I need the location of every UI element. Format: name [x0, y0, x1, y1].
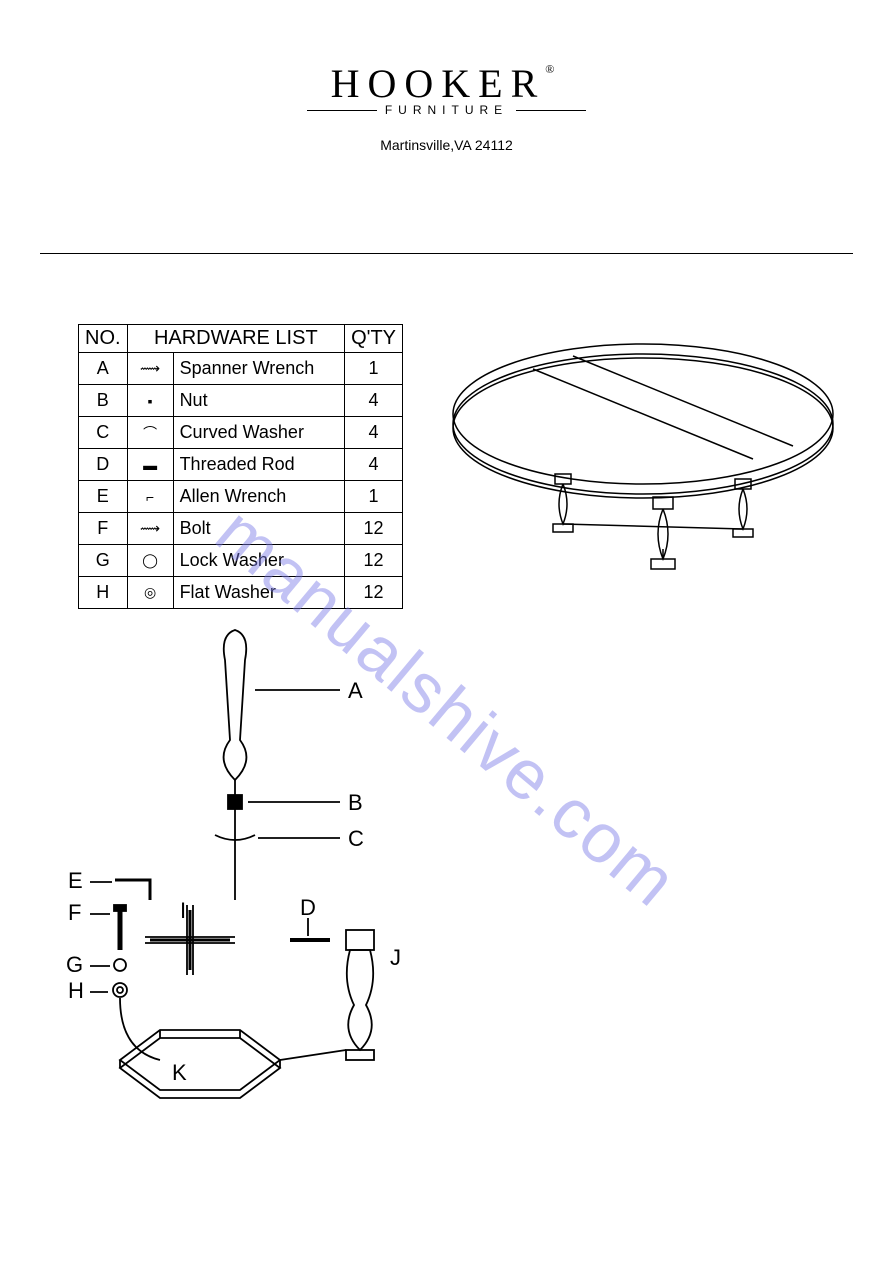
- registered-mark: ®: [545, 62, 562, 76]
- cell-name: Threaded Rod: [173, 449, 345, 481]
- cell-qty: 4: [345, 385, 403, 417]
- cell-name: Flat Washer: [173, 577, 345, 609]
- cell-qty: 4: [345, 417, 403, 449]
- cell-no: D: [79, 449, 128, 481]
- table-row: G◯Lock Washer12: [79, 545, 403, 577]
- cell-qty: 4: [345, 449, 403, 481]
- cell-no: B: [79, 385, 128, 417]
- table-row: B▪Nut4: [79, 385, 403, 417]
- cell-name: Bolt: [173, 513, 345, 545]
- cell-icon: ⌐: [127, 481, 173, 513]
- cell-name: Lock Washer: [173, 545, 345, 577]
- cell-no: F: [79, 513, 128, 545]
- svg-text:F: F: [68, 900, 81, 925]
- brand-logo: HOOKER® FURNITURE: [40, 60, 853, 117]
- cell-name: Nut: [173, 385, 345, 417]
- cell-icon: ⌒: [127, 417, 173, 449]
- header-qty: Q'TY: [345, 325, 403, 353]
- svg-text:C: C: [348, 826, 364, 851]
- table-header-row: NO. HARDWARE LIST Q'TY: [79, 325, 403, 353]
- svg-text:I: I: [180, 898, 186, 923]
- cell-icon: ⟿: [127, 513, 173, 545]
- cell-qty: 12: [345, 513, 403, 545]
- cell-no: A: [79, 353, 128, 385]
- cell-qty: 12: [345, 545, 403, 577]
- cell-qty: 12: [345, 577, 403, 609]
- svg-text:G: G: [66, 952, 83, 977]
- cell-no: H: [79, 577, 128, 609]
- brand-name: HOOKER: [331, 61, 546, 106]
- brand-rule-right: [516, 110, 586, 111]
- cell-icon: ⟿: [127, 353, 173, 385]
- svg-text:J: J: [390, 945, 401, 970]
- cell-icon: ▬: [127, 449, 173, 481]
- svg-text:B: B: [348, 790, 363, 815]
- address: Martinsville,VA 24112: [40, 137, 853, 153]
- cell-name: Allen Wrench: [173, 481, 345, 513]
- cell-name: Spanner Wrench: [173, 353, 345, 385]
- svg-text:H: H: [68, 978, 84, 1003]
- header-list: HARDWARE LIST: [127, 325, 345, 353]
- assembly-diagram: A B C E F G H: [60, 620, 440, 1140]
- brand-rule-left: [307, 110, 377, 111]
- cell-icon: ▪: [127, 385, 173, 417]
- table-row: C⌒Curved Washer4: [79, 417, 403, 449]
- header-no: NO.: [79, 325, 128, 353]
- cell-no: G: [79, 545, 128, 577]
- cell-icon: ◎: [127, 577, 173, 609]
- cell-qty: 1: [345, 481, 403, 513]
- svg-text:K: K: [172, 1060, 187, 1085]
- svg-text:A: A: [348, 678, 363, 703]
- svg-text:E: E: [68, 868, 83, 893]
- table-row: F⟿Bolt12: [79, 513, 403, 545]
- cell-icon: ◯: [127, 545, 173, 577]
- table-row: E⌐Allen Wrench1: [79, 481, 403, 513]
- svg-text:D: D: [300, 895, 316, 920]
- hardware-list-table: NO. HARDWARE LIST Q'TY A⟿Spanner Wrench1…: [78, 324, 403, 609]
- cell-name: Curved Washer: [173, 417, 345, 449]
- table-row: D▬Threaded Rod4: [79, 449, 403, 481]
- cell-no: E: [79, 481, 128, 513]
- table-row: H◎Flat Washer12: [79, 577, 403, 609]
- table-row: A⟿Spanner Wrench1: [79, 353, 403, 385]
- product-illustration: [433, 324, 853, 609]
- cell-qty: 1: [345, 353, 403, 385]
- divider: [40, 253, 853, 254]
- cell-no: C: [79, 417, 128, 449]
